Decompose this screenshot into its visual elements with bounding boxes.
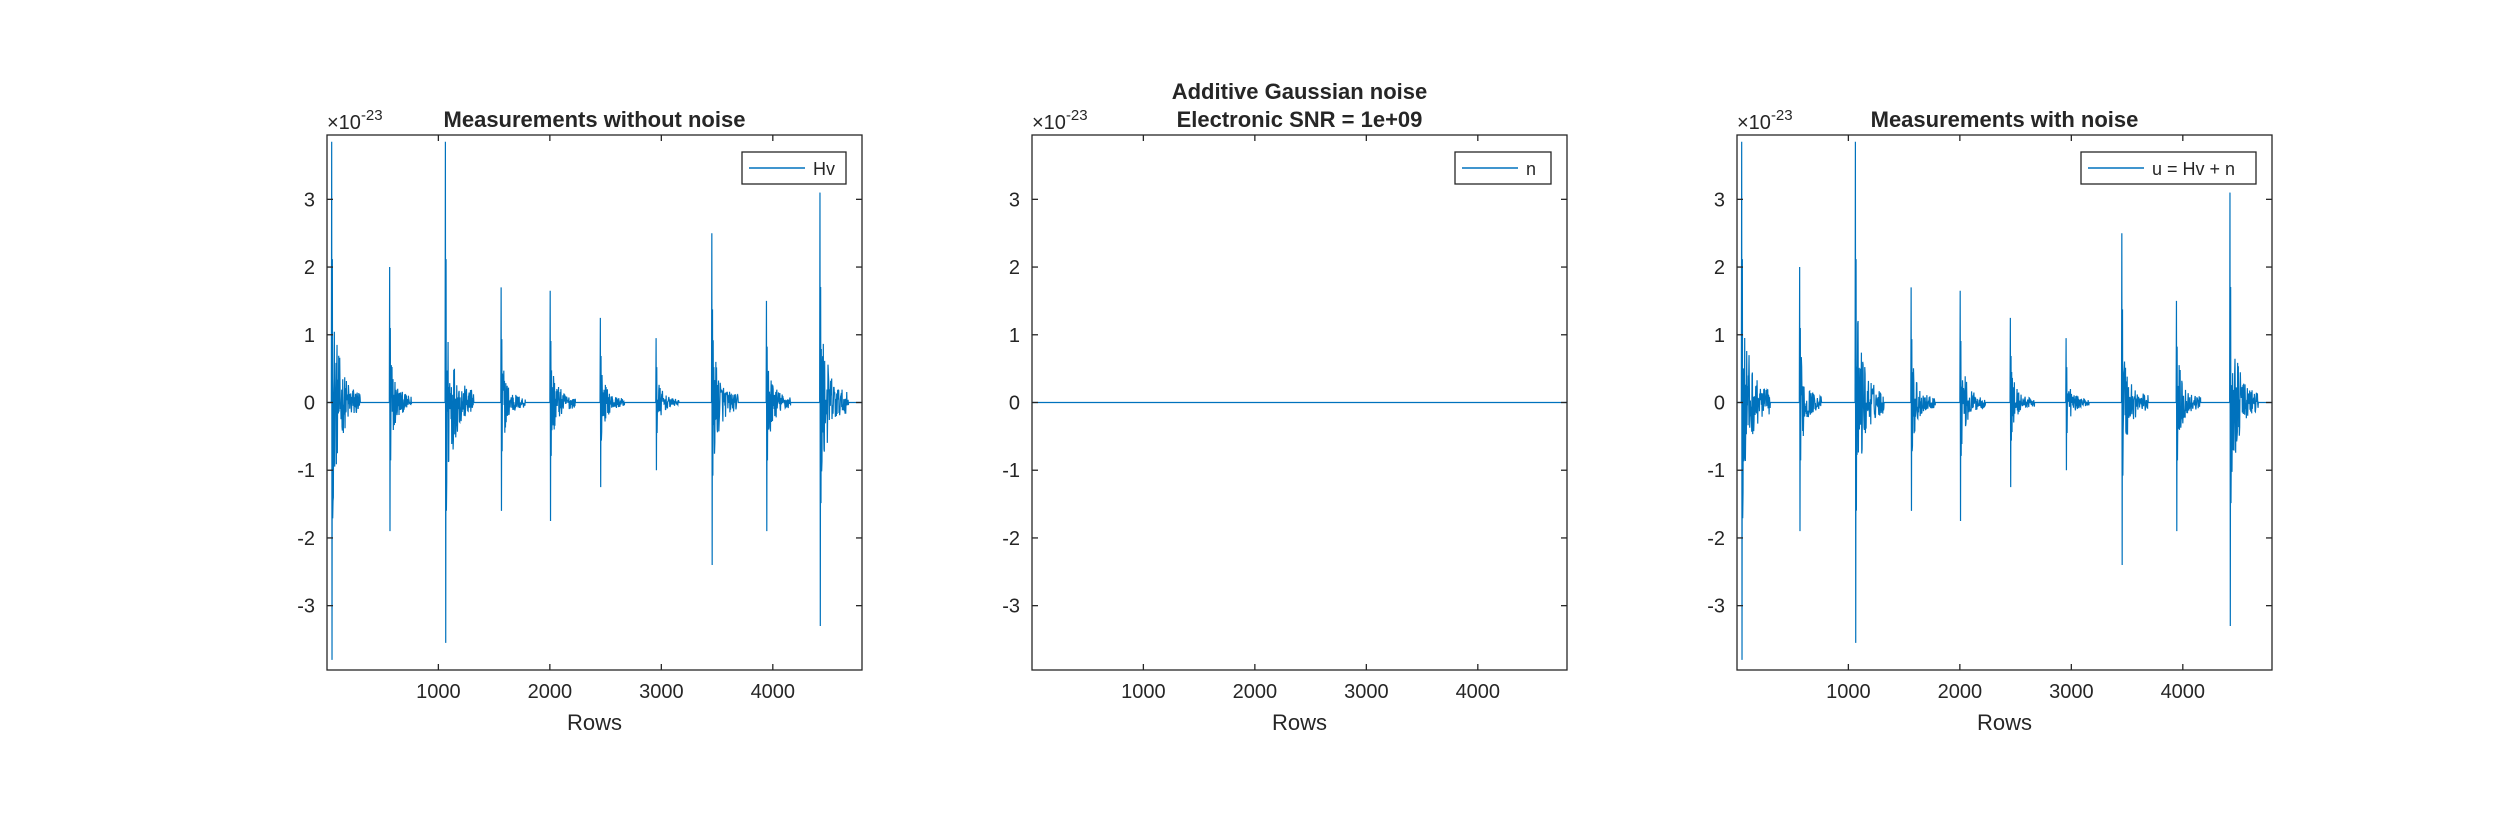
series-line-u-Hv-n xyxy=(1737,141,2272,660)
x-tick-label: 4000 xyxy=(751,681,796,703)
chart-title: Electronic SNR = 1e+09 xyxy=(1177,107,1423,132)
legend-label: Hv xyxy=(813,159,835,179)
legend: u = Hv + n xyxy=(2080,151,2257,185)
x-tick-label: 4000 xyxy=(1456,681,1501,703)
y-tick-label: -3 xyxy=(1707,596,1725,618)
x-axis-label: Rows xyxy=(1977,710,2032,735)
x-tick-label: 2000 xyxy=(1938,681,1983,703)
y-tick-label: 3 xyxy=(1009,189,1020,211)
y-tick-label: -3 xyxy=(297,596,315,618)
y-tick-label: 2 xyxy=(1714,257,1725,279)
x-axis-label: Rows xyxy=(1272,710,1327,735)
legend: Hv xyxy=(741,151,847,185)
y-exponent-label: ×10-23 xyxy=(1737,107,1793,134)
x-tick-label: 1000 xyxy=(1826,681,1871,703)
x-axis-label: Rows xyxy=(567,710,622,735)
x-tick-label: 2000 xyxy=(1233,681,1278,703)
y-tick-label: -2 xyxy=(1002,528,1020,550)
y-tick-label: -2 xyxy=(1707,528,1725,550)
y-tick-label: 3 xyxy=(1714,189,1725,211)
panel-1: 1000 2000 3000 4000 -3 -2 -1 0 1 2 3 ×10-23 Measurem… xyxy=(297,107,863,735)
y-tick-label: 1 xyxy=(304,325,315,347)
y-tick-label: -3 xyxy=(1002,596,1020,618)
y-tick-label: 3 xyxy=(304,189,315,211)
legend-label: n xyxy=(1526,159,1536,179)
x-tick-label: 3000 xyxy=(2049,681,2094,703)
y-exponent-label: ×10-23 xyxy=(327,107,383,134)
chart-title: Measurements without noise xyxy=(444,107,746,132)
x-tick-label: 1000 xyxy=(416,681,461,703)
y-tick-label: -1 xyxy=(1002,460,1020,482)
y-tick-label: 0 xyxy=(1714,393,1725,415)
y-tick-label: 0 xyxy=(1009,393,1020,415)
x-tick-label: 1000 xyxy=(1121,681,1166,703)
legend-label: u = Hv + n xyxy=(2152,159,2235,179)
panel-3: 1000 2000 3000 4000 -3 -2 -1 0 1 2 3 ×10-23 Measurem… xyxy=(1707,107,2273,735)
legend: n xyxy=(1454,151,1552,185)
y-tick-label: -1 xyxy=(1707,460,1725,482)
y-tick-label: -1 xyxy=(297,460,315,482)
y-tick-label: 1 xyxy=(1009,325,1020,347)
y-tick-label: -2 xyxy=(297,528,315,550)
y-tick-label: 0 xyxy=(304,393,315,415)
x-tick-label: 4000 xyxy=(2161,681,2206,703)
chart-title: Additive Gaussian noise xyxy=(1172,79,1428,104)
y-tick-label: 1 xyxy=(1714,325,1725,347)
x-tick-label: 3000 xyxy=(639,681,684,703)
chart-title: Measurements with noise xyxy=(1871,107,2139,132)
series-line-Hv xyxy=(327,141,862,660)
x-tick-label: 2000 xyxy=(528,681,573,703)
panel-2: 1000 2000 3000 4000 -3 -2 -1 0 1 2 3 ×10-23 Additive… xyxy=(1002,79,1568,735)
y-tick-label: 2 xyxy=(1009,257,1020,279)
x-tick-label: 3000 xyxy=(1344,681,1389,703)
y-exponent-label: ×10-23 xyxy=(1032,107,1088,134)
y-tick-label: 2 xyxy=(304,257,315,279)
